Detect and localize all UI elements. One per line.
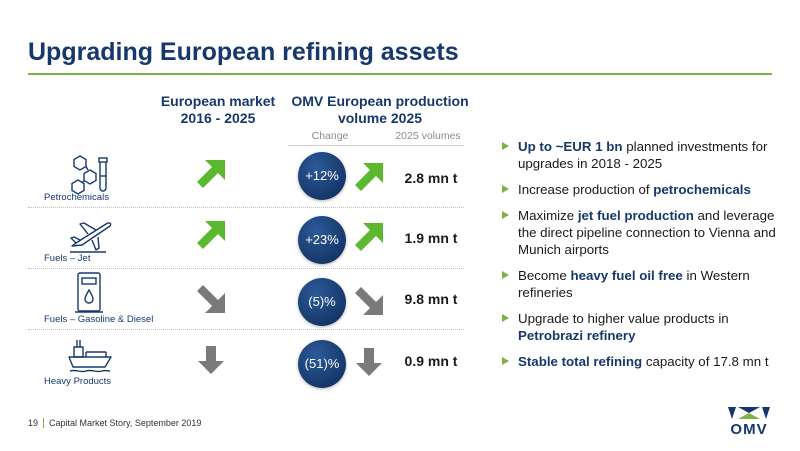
- change-badge: +12%: [298, 152, 346, 200]
- page-number: 19: [28, 418, 45, 428]
- column-header-omv: OMV European production volume 2025: [291, 93, 469, 126]
- volume-value: 9.8 mn t: [404, 291, 458, 307]
- bullet-item: Up to ~EUR 1 bn planned investments for …: [502, 138, 780, 172]
- subheader-volumes: 2025 volumes: [395, 130, 461, 142]
- row-divider: [28, 207, 464, 208]
- change-badge: (5)%: [298, 278, 346, 326]
- change-badge: +23%: [298, 216, 346, 264]
- bullet-triangle-icon: [502, 271, 509, 279]
- subheader-change: Change: [311, 130, 349, 142]
- molecule-flask-icon: [71, 155, 108, 195]
- bullet-item: Increase production of petrochemicals: [502, 181, 780, 198]
- bullet-triangle-icon: [502, 211, 509, 219]
- volume-value: 1.9 mn t: [404, 230, 458, 246]
- tanker-ship-icon: [68, 340, 112, 373]
- bullet-item: Become heavy fuel oil free in Western re…: [502, 267, 780, 301]
- arrow-down-icon: [356, 348, 382, 376]
- bullet-triangle-icon: [502, 142, 509, 150]
- column-header-market: European market 2016 - 2025: [160, 93, 276, 126]
- row-label-gasoline-diesel: Fuels – Gasoline & Diesel: [44, 314, 154, 325]
- footer: 19 Capital Market Story, September 2019: [28, 418, 201, 428]
- bullet-item: Stable total refining capacity of 17.8 m…: [502, 353, 780, 370]
- row-label-petrochemicals: Petrochemicals: [44, 192, 109, 203]
- arrow-up-right-icon: [355, 223, 383, 251]
- bullet-triangle-icon: [502, 357, 509, 365]
- omv-logo-mark-icon: [728, 407, 770, 419]
- footer-text: Capital Market Story, September 2019: [49, 418, 202, 428]
- arrow-down-icon: [198, 346, 224, 374]
- arrow-down-right-icon: [355, 287, 383, 315]
- logo-text: OMV: [730, 421, 768, 438]
- row-divider: [28, 268, 464, 269]
- page-title: Upgrading European refining assets: [28, 38, 459, 66]
- row-divider: [28, 329, 464, 330]
- bullet-triangle-icon: [502, 314, 509, 322]
- bullet-item: Maximize jet fuel production and leverag…: [502, 207, 780, 258]
- volume-value: 0.9 mn t: [404, 353, 458, 369]
- volume-value: 2.8 mn t: [404, 170, 458, 186]
- fuel-pump-icon: [75, 272, 103, 313]
- arrow-up-right-icon: [197, 160, 225, 188]
- bullet-list: Up to ~EUR 1 bn planned investments for …: [502, 138, 780, 379]
- arrow-up-right-icon: [197, 221, 225, 249]
- title-underline: [28, 73, 772, 75]
- arrow-up-right-icon: [355, 163, 383, 191]
- bullet-triangle-icon: [502, 185, 509, 193]
- omv-logo: OMV: [726, 405, 772, 439]
- header-divider: [288, 145, 464, 146]
- bullet-item: Upgrade to higher value products in Petr…: [502, 310, 780, 344]
- arrow-down-right-icon: [197, 285, 225, 313]
- change-badge: (51)%: [298, 340, 346, 388]
- row-label-jet-fuel: Fuels – Jet: [44, 253, 91, 264]
- airplane-icon: [70, 222, 112, 253]
- row-label-heavy-products: Heavy Products: [44, 376, 112, 387]
